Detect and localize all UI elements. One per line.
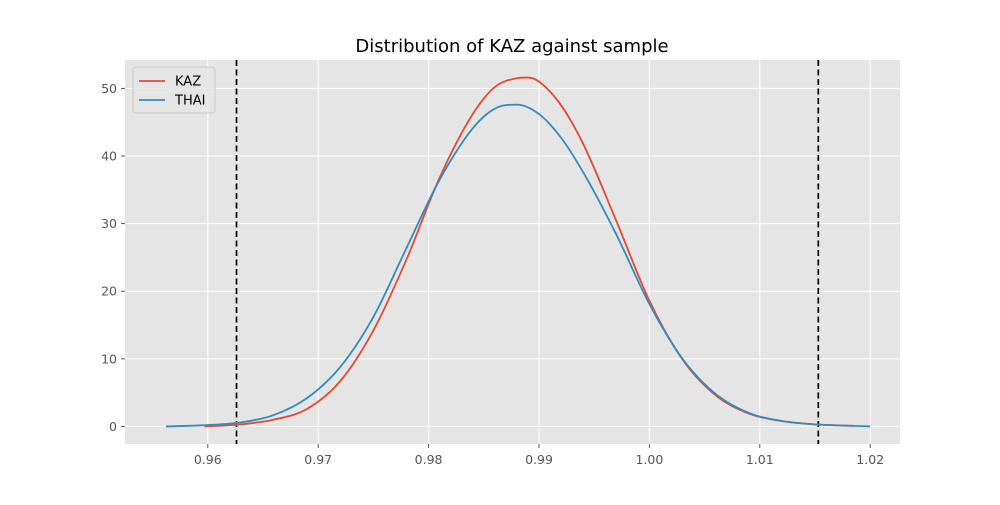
x-tick-label: 1.02 <box>856 452 884 467</box>
legend-box <box>132 66 216 114</box>
plot-area <box>125 60 900 444</box>
y-tick-label: 0 <box>109 419 117 434</box>
legend-label-thai: THAI <box>174 94 205 109</box>
x-tick-label: 1.00 <box>635 452 663 467</box>
legend: KAZ THAI <box>132 66 216 114</box>
grid <box>125 60 900 444</box>
y-tick-label: 40 <box>101 149 117 164</box>
x-tick-label: 1.01 <box>746 452 774 467</box>
y-tick-label: 20 <box>101 284 117 299</box>
legend-label-kaz: KAZ <box>175 75 201 90</box>
y-tick-label: 10 <box>101 351 117 366</box>
y-tick-label: 30 <box>101 216 117 231</box>
reference-lines <box>235 60 820 444</box>
x-tick-label: 0.96 <box>194 452 222 467</box>
x-tick-label: 0.98 <box>415 452 443 467</box>
x-tick-label: 0.97 <box>304 452 332 467</box>
y-axis-ticks: 0 10 20 30 40 50 <box>101 81 125 434</box>
x-tick-label: 0.99 <box>525 452 553 467</box>
series-line-thai <box>165 103 871 428</box>
plot-background <box>125 60 900 444</box>
chart-title: Distribution of KAZ against sample <box>355 36 668 57</box>
series-lines <box>165 76 871 428</box>
x-axis-ticks: 0.96 0.97 0.98 0.99 1.00 1.01 1.02 <box>194 444 884 467</box>
y-tick-label: 50 <box>101 81 117 96</box>
series-line-kaz <box>204 76 854 428</box>
